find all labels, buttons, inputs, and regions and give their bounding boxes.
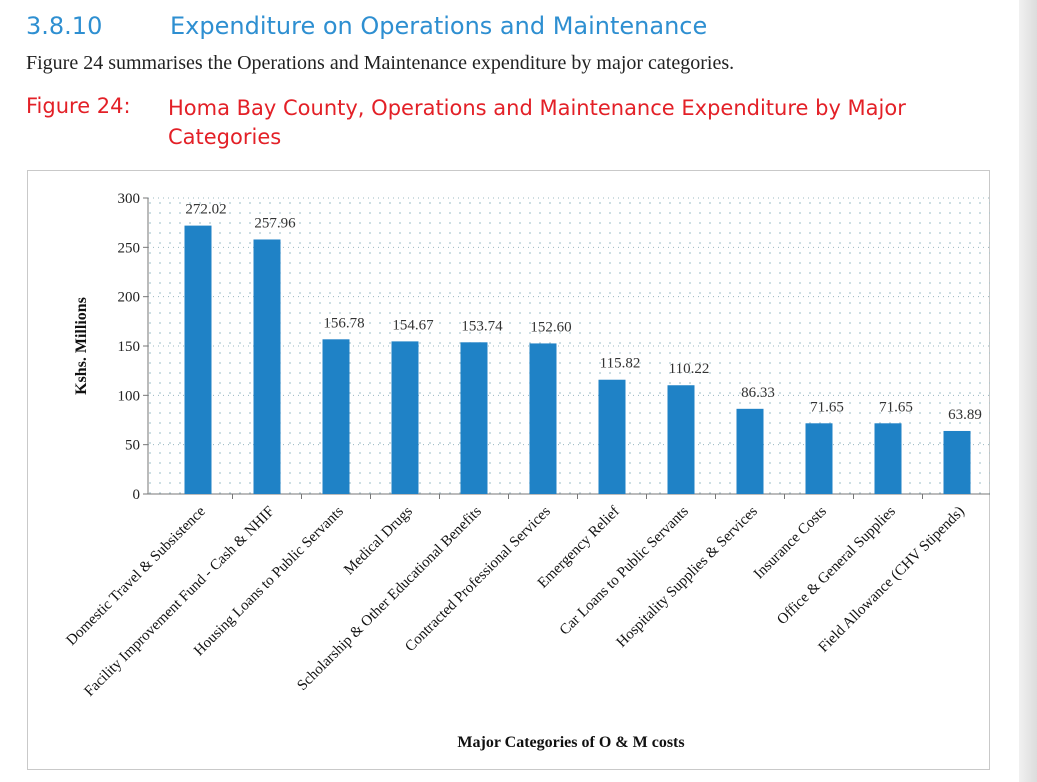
y-tick-label: 250 <box>118 240 141 256</box>
data-label: 110.22 <box>669 361 710 377</box>
data-label: 272.02 <box>185 202 226 218</box>
page-edge-shadow <box>1019 0 1037 782</box>
bar <box>253 239 281 494</box>
bar <box>529 343 557 494</box>
category-label: Field Allowance (CHV Stipends) <box>816 504 968 656</box>
bar <box>667 385 695 494</box>
section-heading: 3.8.10 Expenditure on Operations and Mai… <box>26 12 1006 46</box>
data-label: 71.65 <box>810 399 844 415</box>
category-label: Insurance Costs <box>751 503 830 582</box>
x-axis-title: Major Categories of O & M costs <box>457 734 684 751</box>
data-label: 86.33 <box>741 385 775 401</box>
data-label: 257.96 <box>254 215 296 231</box>
bar <box>736 408 764 494</box>
y-axis-title: Kshs. Millions <box>73 297 90 395</box>
chart-frame: 0 50 100 150 200 250 300 272.02 257.96 156.78 154… <box>27 170 990 770</box>
y-tick-label: 100 <box>118 388 141 404</box>
data-label: 154.67 <box>392 317 434 333</box>
category-label: Office & General Supplies <box>774 503 899 628</box>
data-label: 115.82 <box>600 356 641 372</box>
bar <box>943 430 971 494</box>
figure-label: Figure 24: <box>26 94 131 118</box>
category-label: Contracted Professional Services <box>402 503 554 655</box>
category-label: Medical Drugs <box>341 503 416 578</box>
data-label: 71.65 <box>879 399 913 415</box>
data-label: 152.60 <box>530 319 571 335</box>
category-label: Domestic Travel & Subsistence <box>63 503 209 649</box>
data-labels: 272.02 257.96 156.78 154.67 153.74 152.60 115.… <box>185 202 982 423</box>
bar <box>874 423 902 494</box>
category-label: Hospitality Supplies & Services <box>614 503 761 650</box>
y-tick-label: 150 <box>118 339 141 355</box>
category-label: Housing Loans to Public Servants <box>191 503 347 659</box>
data-label: 156.78 <box>323 315 364 331</box>
figure-caption: Figure 24: Homa Bay County, Operations a… <box>26 94 1016 154</box>
y-tick-label: 0 <box>133 487 141 503</box>
bar <box>391 341 419 494</box>
data-label: 63.89 <box>948 407 982 423</box>
bars <box>184 225 971 494</box>
y-tick-label: 300 <box>118 191 141 207</box>
bar <box>322 339 350 494</box>
bar <box>805 423 833 494</box>
bar-chart: 0 50 100 150 200 250 300 272.02 257.96 156.78 154… <box>63 191 990 751</box>
data-label: 153.74 <box>461 318 503 334</box>
bar <box>598 379 626 494</box>
section-number: 3.8.10 <box>26 12 103 40</box>
figure-title: Homa Bay County, Operations and Maintena… <box>168 96 906 149</box>
y-tick-label: 200 <box>118 290 141 306</box>
bar <box>460 342 488 494</box>
intro-paragraph: Figure 24 summarises the Operations and … <box>26 52 735 74</box>
category-label: Car Loans to Public Servants <box>557 503 692 638</box>
bar <box>184 225 212 494</box>
section-title: Expenditure on Operations and Maintenanc… <box>170 12 708 40</box>
y-ticks: 0 50 100 150 200 250 300 <box>118 191 148 503</box>
gridlines <box>148 197 990 446</box>
y-tick-label: 50 <box>125 438 140 454</box>
